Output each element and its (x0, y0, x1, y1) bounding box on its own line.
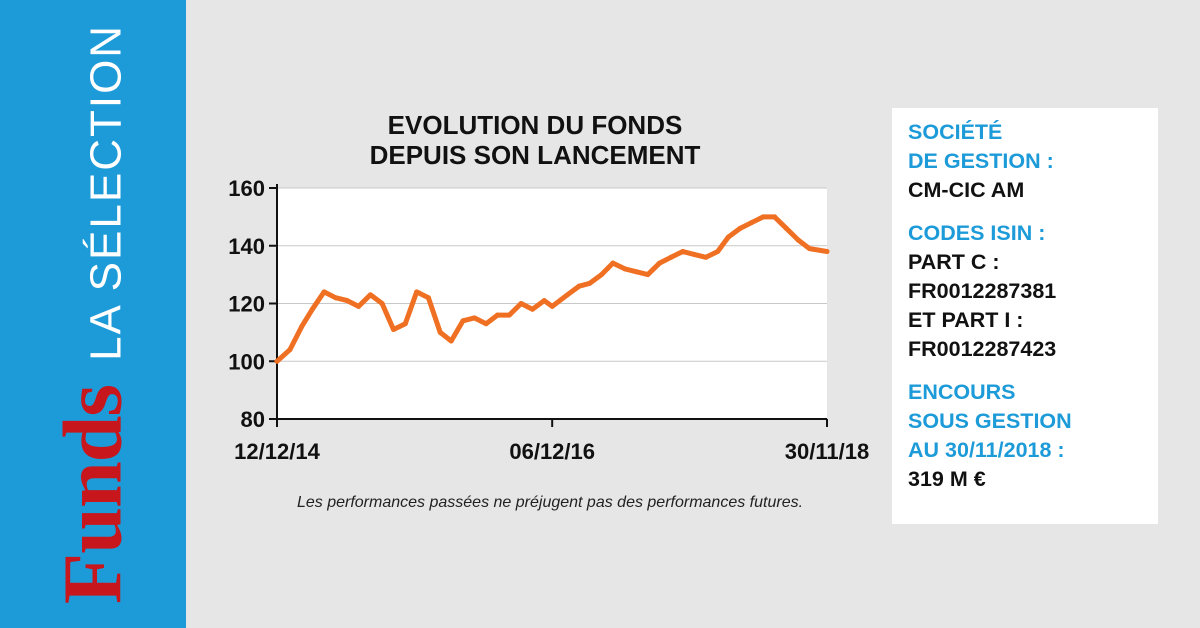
info-value: FR0012287423 (908, 337, 1057, 361)
data-point (715, 249, 721, 255)
data-point (460, 318, 466, 324)
x-tick-label: 06/12/16 (509, 439, 595, 464)
data-point (414, 289, 420, 295)
data-point (391, 326, 397, 332)
data-point (549, 303, 555, 309)
data-point (772, 214, 778, 220)
y-tick-label: 160 (228, 176, 265, 201)
info-value: PART C : (908, 250, 1000, 274)
data-point (680, 249, 686, 255)
data-point (760, 214, 766, 220)
data-point (321, 289, 327, 295)
data-point (622, 266, 628, 272)
data-point (599, 272, 605, 278)
info-heading: DE GESTION : (908, 149, 1054, 173)
info-value: CM-CIC AM (908, 178, 1025, 202)
info-block: CODES ISIN : PART C : FR0012287381 ET PART … (908, 219, 1158, 364)
fund-performance-chart: 160 140 120 100 80 12/12/14 06/12/16 30/11/18 (228, 176, 869, 464)
data-point (668, 254, 674, 260)
y-tick-label: 100 (228, 349, 265, 374)
brand-title: Funds (46, 384, 140, 605)
info-value: ET PART I : (908, 308, 1024, 332)
y-tick-label: 120 (228, 292, 265, 317)
info-heading: AU 30/11/2018 : (908, 438, 1065, 462)
chart-title-line-2: DEPUIS SON LANCEMENT (369, 140, 701, 170)
data-point (495, 312, 501, 318)
info-heading: ENCOURS (908, 380, 1016, 404)
data-point (332, 295, 338, 301)
data-point (824, 249, 830, 255)
data-point (518, 301, 524, 306)
data-point (783, 225, 789, 231)
data-point (309, 306, 315, 312)
fund-info-panel: SOCIÉTÉ DE GESTION : CM-CIC AM CODES ISIN :… (892, 108, 1158, 524)
data-point (725, 234, 731, 240)
data-point (564, 292, 570, 298)
data-point (287, 347, 293, 353)
data-point (471, 315, 477, 321)
data-point (807, 246, 813, 252)
data-point (448, 338, 454, 344)
data-point (402, 321, 408, 327)
data-point (379, 301, 385, 306)
data-point (425, 295, 431, 301)
data-point (633, 269, 639, 275)
data-point (610, 260, 616, 266)
chart-title: EVOLUTION DU FONDS DEPUIS SON LANCEMENT (290, 110, 780, 170)
data-point (795, 237, 801, 243)
info-heading: SOUS GESTION (908, 409, 1072, 433)
data-point (299, 324, 305, 330)
data-point (691, 251, 697, 257)
data-point (356, 303, 362, 309)
info-block: ENCOURS SOUS GESTION AU 30/11/2018 : 319 M … (908, 378, 1158, 494)
data-point (645, 272, 651, 278)
data-point (367, 292, 373, 298)
info-value: FR0012287381 (908, 279, 1057, 303)
data-point (748, 220, 754, 226)
data-point (737, 225, 743, 231)
info-heading: SOCIÉTÉ (908, 120, 1003, 144)
x-tick-label: 12/12/14 (234, 439, 320, 464)
performance-disclaimer: Les performances passées ne préjugent pa… (296, 494, 804, 511)
data-point (541, 298, 547, 304)
data-point (274, 358, 280, 364)
data-point (437, 329, 443, 335)
sidebar: Funds LA SÉLECTION (0, 0, 186, 628)
y-tick-label: 80 (241, 407, 265, 432)
x-tick-label: 30/11/18 (785, 439, 869, 464)
info-block: SOCIÉTÉ DE GESTION : CM-CIC AM (908, 118, 1158, 205)
brand-lockup: Funds LA SÉLECTION (45, 24, 142, 604)
data-point (506, 312, 512, 318)
data-point (529, 306, 535, 312)
data-point (576, 283, 582, 289)
chart-title-line-1: EVOLUTION DU FONDS (387, 110, 683, 140)
data-point (703, 254, 709, 260)
data-point (657, 260, 663, 266)
brand-subtitle: LA SÉLECTION (81, 23, 131, 361)
info-heading: CODES ISIN : (908, 221, 1046, 245)
info-value: 319 M € (908, 467, 986, 491)
data-point (344, 298, 350, 304)
y-tick-label: 140 (228, 234, 265, 259)
data-point (587, 280, 593, 286)
data-point (483, 321, 489, 327)
